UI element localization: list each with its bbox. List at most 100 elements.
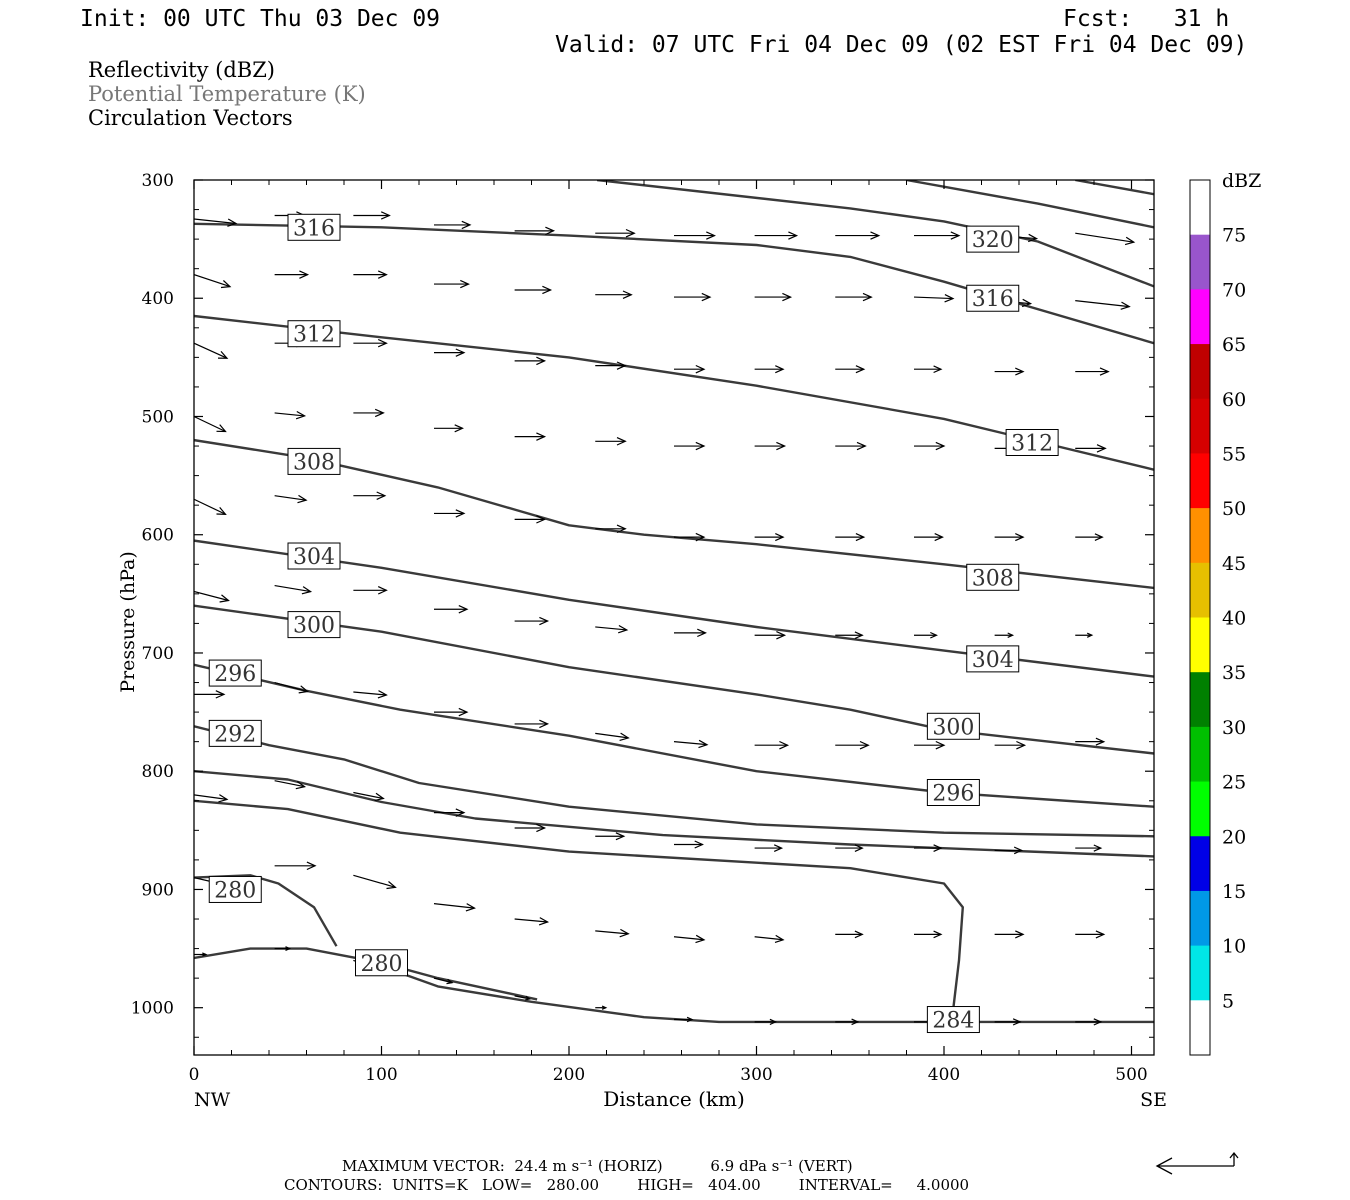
circulation-vector [595,290,633,299]
circulation-vector [914,740,946,750]
circulation-vector [1075,444,1107,453]
colorbar-label: 10 [1222,936,1246,958]
contour-line [1075,180,1154,196]
contour-label: 312 [287,320,341,348]
contour-label: 300 [287,611,341,639]
x-end-label-left: NW [194,1089,231,1111]
circulation-vector [754,1018,778,1026]
circulation-vector [994,533,1025,542]
contour-label: 304 [966,645,1020,673]
y-tick-label: 800 [142,762,174,782]
circulation-vector [194,498,227,515]
circulation-vector [274,410,307,420]
circulation-vector [754,844,784,852]
colorbar-label: 60 [1222,389,1246,411]
circulation-vector [194,590,230,603]
circulation-vector [595,437,627,446]
contour-label: 316 [966,284,1020,312]
circulation-vector [194,690,226,699]
circulation-vector [835,844,864,852]
circulation-vector [194,218,238,227]
circulation-vector [434,808,466,817]
circulation-vector [514,995,532,1001]
circulation-vector [994,846,1024,855]
circulation-vector [1075,533,1104,541]
contour-line [596,180,1154,288]
contour-line [194,947,538,1001]
colorbar-swatch [1190,726,1210,783]
circulation-vector [194,952,208,957]
contour-line [194,222,1154,345]
circulation-vector [194,794,229,803]
colorbar-swatch [1190,344,1210,400]
colorbar-label: 15 [1222,881,1246,903]
circulation-vector [514,356,547,366]
circulation-vector [674,628,707,638]
axes: 300 400 500 600 700 800 900 1000 0 100 200 300 400 50… [131,171,1154,1085]
circulation-vector [914,631,938,639]
circulation-vector [994,632,1015,638]
x-tick-label: 300 [740,1065,772,1085]
potential-temperature-title: Potential Temperature (K) [88,82,366,106]
forecast-hour: Fcst: 31 h [1063,6,1230,32]
contour-label-text: 284 [932,1009,974,1034]
contour-label: 280 [208,875,262,903]
colorbar-swatch [1190,234,1210,290]
contour-line [194,725,1154,838]
circulation-vector [994,1018,1022,1026]
colorbar-swatch [1190,398,1210,454]
circulation-vector [835,930,864,939]
contour-label-text: 300 [293,614,335,639]
circulation-vector [274,780,307,790]
circulation-vector [1075,300,1131,310]
colorbar-swatch [1190,508,1210,564]
circulation-vector [194,274,232,289]
x-tick-label: 200 [553,1065,585,1085]
y-tick-label: 500 [142,407,174,427]
colorbar: 5 10 15 20 25 30 35 40 45 50 55 60 65 70 75 [1189,179,1246,1056]
circulation-vector [673,934,706,944]
contour-line [381,965,1154,1024]
circulation-vectors-title: Circulation Vectors [88,106,293,130]
circulation-vector [754,740,790,750]
colorbar-label: 70 [1222,279,1246,301]
contour-line [194,663,1154,808]
circulation-vector [194,415,227,433]
circulation-vector [274,861,317,871]
circulation-vector [994,740,1027,750]
colorbar-label: 45 [1222,553,1246,575]
circulation-vector [595,732,630,741]
circulation-vector [353,211,391,220]
circulation-vector [994,367,1025,376]
contour-labels: 316 312 308 304 300 296 292 280 280 320 316 312 308 3… [208,213,1059,1034]
circulation-vector [754,292,793,302]
colorbar-swatch [1190,781,1210,837]
circulation-vector [1075,930,1106,939]
colorbar-swatch [1190,562,1210,618]
circulation-vector [514,432,547,441]
circulation-vector [595,361,627,370]
colorbar-label: 50 [1222,498,1246,520]
circulation-vector [434,424,464,433]
circulation-vector [353,338,388,348]
circulation-vector [1075,367,1110,376]
contour-label: 296 [208,659,262,687]
circulation-vector [1075,844,1103,852]
contour-label-text: 296 [932,782,974,807]
circulation-vector [274,494,308,504]
circulation-vector [754,631,787,640]
contour-line [194,314,1154,471]
contour-label-text: 316 [293,216,335,241]
colorbar-frame [1189,179,1211,1056]
circulation-vector [835,1018,860,1026]
contour-label: 284 [926,1006,980,1034]
colorbar-swatch [1190,617,1210,673]
x-tick-label: 100 [365,1065,397,1085]
circulation-vector [1075,737,1106,746]
circulation-vector [274,270,310,279]
colorbar-swatch [1190,672,1210,728]
x-tick-label: 0 [189,1065,200,1085]
circulation-vector [913,294,955,303]
circulation-vector [353,270,388,279]
